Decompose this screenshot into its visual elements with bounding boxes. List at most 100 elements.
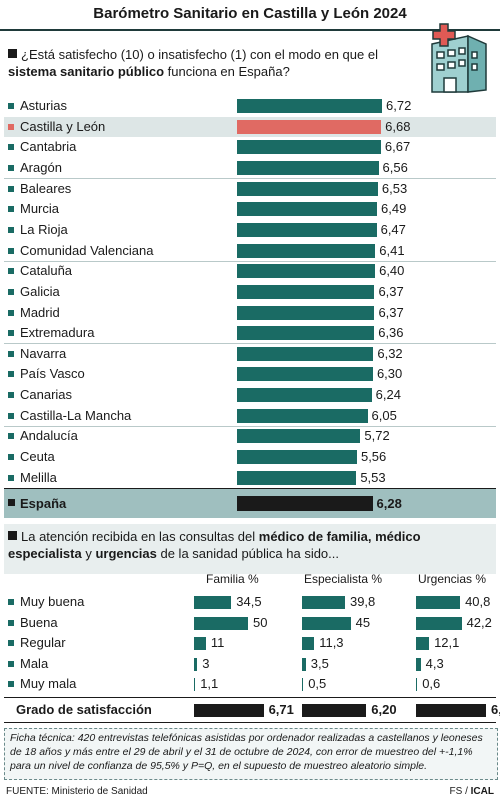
response-label: Regular: [20, 635, 66, 650]
value-label: 6,68: [385, 118, 411, 134]
value-label: 6,75: [491, 702, 500, 717]
response-row: Buena 50 45 42,2: [4, 613, 496, 634]
value-label: 6,71: [268, 702, 294, 717]
response-label: Buena: [20, 614, 58, 630]
bar: [237, 181, 378, 196]
group-separator: [4, 260, 496, 262]
legend-marker: [8, 103, 14, 109]
region-row: Galicia 6,37: [4, 282, 496, 302]
question-2-panel: [4, 524, 496, 574]
value-label: 6,67: [384, 139, 411, 155]
value-label: 3: [202, 655, 210, 671]
bar: [194, 616, 248, 630]
value-label: 6,37: [378, 283, 404, 299]
bar: [237, 450, 357, 465]
region-row: Navarra 6,32: [4, 344, 496, 364]
bar: [237, 160, 379, 175]
col-header-familia: Familia %: [206, 572, 259, 586]
bar: [237, 243, 376, 258]
legend-marker: [8, 226, 14, 233]
value-label: 11,3: [319, 635, 344, 650]
response-row: Muy buena 34,5 39,8 40,8: [4, 592, 496, 613]
value-label: 6,05: [371, 407, 397, 423]
bar: [237, 140, 381, 155]
region-label: Comunidad Valenciana: [20, 242, 154, 258]
value-label: 6,32: [377, 345, 403, 361]
region-label: País Vasco: [20, 366, 85, 382]
value-label: 42,2: [466, 614, 492, 630]
group-separator: [4, 425, 496, 427]
response-label: Muy mala: [20, 676, 77, 691]
value-label: 6,72: [386, 98, 412, 113]
region-label: Cataluña: [20, 263, 73, 279]
value-label: 50: [253, 614, 268, 630]
bar: [302, 596, 345, 609]
bar: [237, 222, 377, 237]
value-label: 0,6: [422, 676, 441, 691]
region-row: La Rioja 6,47: [4, 220, 496, 240]
credit: FS / ICAL: [449, 786, 494, 797]
value-label: 5,53: [360, 469, 386, 485]
region-row: Cantabria 6,67: [4, 137, 496, 157]
bar: [194, 704, 264, 717]
region-label: Baleares: [20, 180, 72, 196]
region-label: Asturias: [20, 98, 67, 113]
region-row: Melilla 5,53: [4, 468, 496, 488]
legend-marker: [8, 144, 14, 151]
legend-marker: [8, 499, 15, 506]
bar: [237, 408, 368, 423]
region-label: Aragón: [20, 159, 62, 175]
bar: [237, 305, 375, 320]
region-row: Ceuta 5,56: [4, 447, 496, 467]
bar: [237, 326, 375, 341]
value-label: 6,30: [376, 366, 403, 382]
bar: [237, 496, 373, 511]
bar: [416, 637, 430, 650]
value-label: 6,41: [379, 242, 405, 258]
value-label: 6,49: [381, 201, 407, 217]
bar: [237, 429, 361, 444]
region-row: Comunidad Valenciana 6,41: [4, 241, 496, 261]
value-label: 6,40: [379, 263, 405, 279]
value-label: 11: [210, 635, 225, 650]
value-label: 6,47: [380, 221, 406, 237]
bar: [416, 616, 462, 630]
region-label: Navarra: [20, 345, 67, 361]
satisfaction-row: Grado de satisfacción 6,71 6,20 6,75: [4, 697, 500, 723]
region-row: Murcia 6,49: [4, 199, 496, 219]
value-label: 12,1: [434, 635, 460, 650]
value-label: 5,72: [364, 428, 390, 444]
value-label: 6,20: [371, 702, 397, 717]
region-row: Extremadura 6,36: [4, 323, 496, 343]
question-1: ¿Está satisfecho (10) o insatisfecho (1)…: [8, 47, 378, 79]
bar: [194, 678, 196, 691]
bar: [302, 657, 306, 671]
legend-marker: [8, 206, 14, 213]
response-row: Muy mala 1,1 0,5 0,6: [4, 674, 496, 695]
title-rule: [0, 29, 500, 31]
value-label: 3,5: [310, 655, 329, 671]
region-label: Canarias: [20, 387, 73, 403]
value-label: 40,8: [465, 594, 491, 609]
legend-marker: [8, 392, 14, 399]
bar: [194, 637, 206, 650]
region-row: Aragón 6,56: [4, 158, 496, 178]
bar: [237, 346, 374, 361]
bar: [237, 470, 357, 485]
legend-marker: [8, 412, 14, 419]
group-separator: [4, 177, 496, 179]
bar: [416, 596, 461, 609]
legend-marker: [8, 247, 14, 254]
legend-marker: [8, 619, 14, 626]
bar: [237, 367, 373, 382]
region-label: Cantabria: [20, 139, 77, 155]
bar: [302, 678, 304, 691]
bullet-square: [8, 49, 17, 58]
col-header-urgencias: Urgencias %: [418, 572, 487, 586]
region-label: España: [20, 496, 67, 511]
region-row: Cataluña 6,40: [4, 261, 496, 281]
bar: [237, 119, 382, 134]
legend-marker: [8, 123, 14, 130]
legend-marker: [8, 164, 14, 171]
bar: [194, 657, 198, 671]
